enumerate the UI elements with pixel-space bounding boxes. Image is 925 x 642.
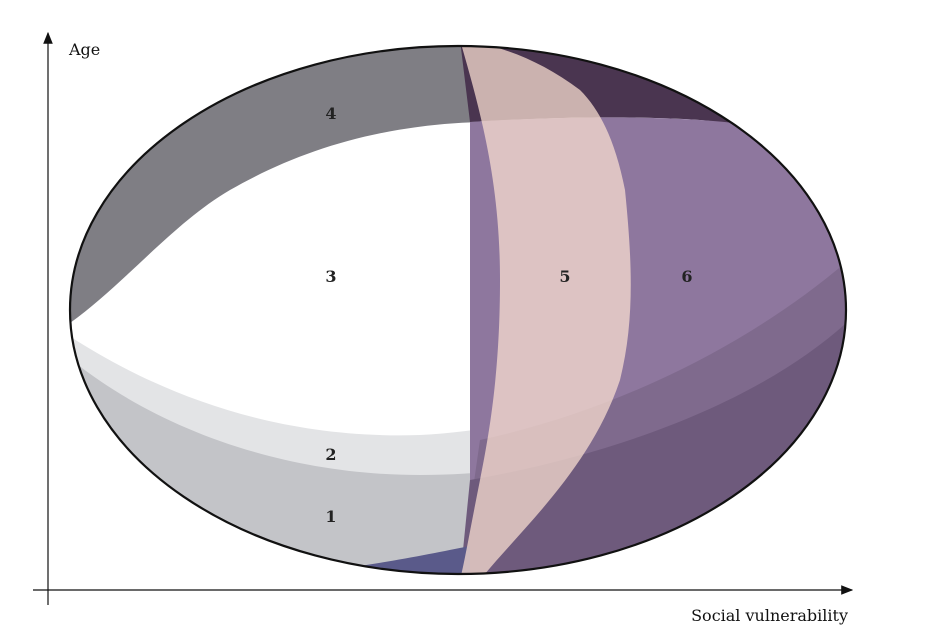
region-label-4: 4: [325, 104, 336, 123]
ellipse-regions: [70, 46, 846, 574]
region-label-3: 3: [325, 267, 336, 286]
y-axis-label: Age: [68, 40, 100, 59]
region-label-5: 5: [559, 267, 570, 286]
x-axis-label: Social vulnerability: [691, 606, 848, 625]
region-5: [460, 46, 631, 574]
region-label-6: 6: [681, 267, 692, 286]
region-label-2: 2: [325, 445, 336, 464]
ellipse-outline: [68, 44, 848, 576]
region-label-1: 1: [325, 507, 336, 526]
